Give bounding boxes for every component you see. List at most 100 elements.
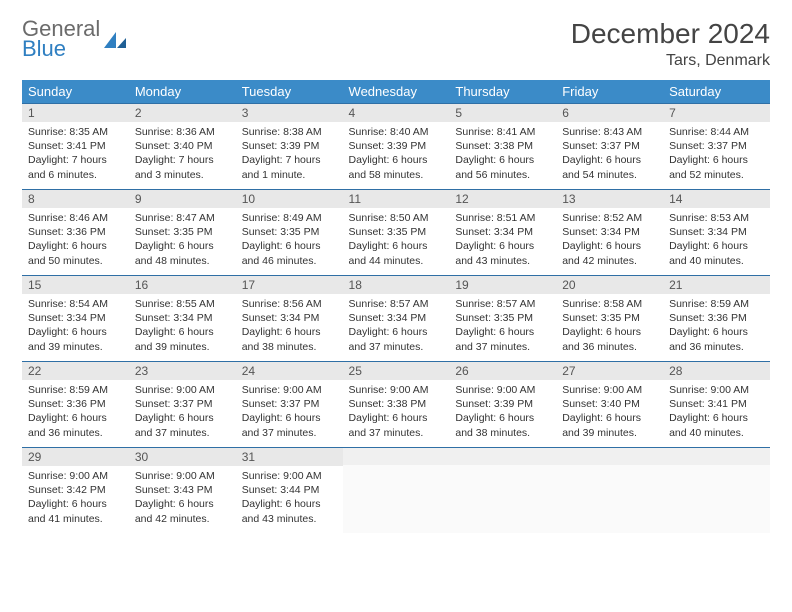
sunrise-text: Sunrise: 8:52 AM xyxy=(562,211,657,225)
daylight-text: Daylight: 6 hours and 42 minutes. xyxy=(135,497,230,525)
day-number: 24 xyxy=(236,361,343,380)
calendar-day-cell: 27Sunrise: 9:00 AMSunset: 3:40 PMDayligh… xyxy=(556,361,663,447)
day-body: Sunrise: 8:38 AMSunset: 3:39 PMDaylight:… xyxy=(236,122,343,188)
sunrise-text: Sunrise: 9:00 AM xyxy=(669,383,764,397)
day-number: 9 xyxy=(129,189,236,208)
calendar-day-cell: 10Sunrise: 8:49 AMSunset: 3:35 PMDayligh… xyxy=(236,189,343,275)
calendar-week-row: 8Sunrise: 8:46 AMSunset: 3:36 PMDaylight… xyxy=(22,189,770,275)
calendar-day-cell: 16Sunrise: 8:55 AMSunset: 3:34 PMDayligh… xyxy=(129,275,236,361)
weekday-header: Thursday xyxy=(449,80,556,103)
daylight-text: Daylight: 6 hours and 39 minutes. xyxy=(135,325,230,353)
calendar-week-row: 15Sunrise: 8:54 AMSunset: 3:34 PMDayligh… xyxy=(22,275,770,361)
calendar-day-cell xyxy=(663,447,770,533)
calendar-day-cell: 11Sunrise: 8:50 AMSunset: 3:35 PMDayligh… xyxy=(343,189,450,275)
sunrise-text: Sunrise: 8:41 AM xyxy=(455,125,550,139)
day-body: Sunrise: 9:00 AMSunset: 3:39 PMDaylight:… xyxy=(449,380,556,446)
sunrise-text: Sunrise: 8:58 AM xyxy=(562,297,657,311)
daylight-text: Daylight: 6 hours and 38 minutes. xyxy=(455,411,550,439)
daylight-text: Daylight: 6 hours and 50 minutes. xyxy=(28,239,123,267)
day-body: Sunrise: 9:00 AMSunset: 3:40 PMDaylight:… xyxy=(556,380,663,446)
logo-sail-icon xyxy=(102,30,128,50)
calendar-day-cell: 5Sunrise: 8:41 AMSunset: 3:38 PMDaylight… xyxy=(449,103,556,189)
calendar-day-cell xyxy=(343,447,450,533)
calendar-day-cell: 8Sunrise: 8:46 AMSunset: 3:36 PMDaylight… xyxy=(22,189,129,275)
sunrise-text: Sunrise: 8:59 AM xyxy=(669,297,764,311)
daylight-text: Daylight: 6 hours and 40 minutes. xyxy=(669,239,764,267)
day-number: 23 xyxy=(129,361,236,380)
sunrise-text: Sunrise: 9:00 AM xyxy=(135,469,230,483)
calendar-day-cell: 26Sunrise: 9:00 AMSunset: 3:39 PMDayligh… xyxy=(449,361,556,447)
sunset-text: Sunset: 3:34 PM xyxy=(349,311,444,325)
calendar-day-cell: 18Sunrise: 8:57 AMSunset: 3:34 PMDayligh… xyxy=(343,275,450,361)
sunset-text: Sunset: 3:40 PM xyxy=(562,397,657,411)
day-body: Sunrise: 8:43 AMSunset: 3:37 PMDaylight:… xyxy=(556,122,663,188)
daylight-text: Daylight: 6 hours and 39 minutes. xyxy=(562,411,657,439)
day-body: Sunrise: 8:56 AMSunset: 3:34 PMDaylight:… xyxy=(236,294,343,360)
day-body: Sunrise: 8:46 AMSunset: 3:36 PMDaylight:… xyxy=(22,208,129,274)
calendar-day-cell: 21Sunrise: 8:59 AMSunset: 3:36 PMDayligh… xyxy=(663,275,770,361)
weekday-header: Monday xyxy=(129,80,236,103)
sunrise-text: Sunrise: 8:46 AM xyxy=(28,211,123,225)
daylight-text: Daylight: 6 hours and 52 minutes. xyxy=(669,153,764,181)
day-number: 3 xyxy=(236,103,343,122)
sunset-text: Sunset: 3:39 PM xyxy=(349,139,444,153)
daylight-text: Daylight: 6 hours and 37 minutes. xyxy=(242,411,337,439)
daylight-text: Daylight: 6 hours and 36 minutes. xyxy=(669,325,764,353)
day-number: 20 xyxy=(556,275,663,294)
calendar-day-cell xyxy=(556,447,663,533)
day-body: Sunrise: 8:57 AMSunset: 3:34 PMDaylight:… xyxy=(343,294,450,360)
day-number: 4 xyxy=(343,103,450,122)
sunrise-text: Sunrise: 9:00 AM xyxy=(349,383,444,397)
daylight-text: Daylight: 6 hours and 37 minutes. xyxy=(455,325,550,353)
sunrise-text: Sunrise: 9:00 AM xyxy=(242,383,337,397)
sunset-text: Sunset: 3:37 PM xyxy=(562,139,657,153)
calendar-day-cell: 20Sunrise: 8:58 AMSunset: 3:35 PMDayligh… xyxy=(556,275,663,361)
day-body: Sunrise: 8:54 AMSunset: 3:34 PMDaylight:… xyxy=(22,294,129,360)
weekday-header: Friday xyxy=(556,80,663,103)
calendar-body: 1Sunrise: 8:35 AMSunset: 3:41 PMDaylight… xyxy=(22,103,770,533)
calendar-day-cell: 7Sunrise: 8:44 AMSunset: 3:37 PMDaylight… xyxy=(663,103,770,189)
calendar-day-cell: 6Sunrise: 8:43 AMSunset: 3:37 PMDaylight… xyxy=(556,103,663,189)
day-body-empty xyxy=(663,465,770,533)
daylight-text: Daylight: 6 hours and 37 minutes. xyxy=(349,411,444,439)
calendar-day-cell: 4Sunrise: 8:40 AMSunset: 3:39 PMDaylight… xyxy=(343,103,450,189)
day-number: 1 xyxy=(22,103,129,122)
day-body: Sunrise: 8:47 AMSunset: 3:35 PMDaylight:… xyxy=(129,208,236,274)
sunrise-text: Sunrise: 8:35 AM xyxy=(28,125,123,139)
calendar-day-cell: 19Sunrise: 8:57 AMSunset: 3:35 PMDayligh… xyxy=(449,275,556,361)
day-number: 15 xyxy=(22,275,129,294)
day-number: 18 xyxy=(343,275,450,294)
calendar-day-cell: 25Sunrise: 9:00 AMSunset: 3:38 PMDayligh… xyxy=(343,361,450,447)
sunrise-text: Sunrise: 8:49 AM xyxy=(242,211,337,225)
day-body: Sunrise: 8:41 AMSunset: 3:38 PMDaylight:… xyxy=(449,122,556,188)
sunset-text: Sunset: 3:38 PM xyxy=(349,397,444,411)
sunrise-text: Sunrise: 8:38 AM xyxy=(242,125,337,139)
sunrise-text: Sunrise: 9:00 AM xyxy=(135,383,230,397)
day-number: 5 xyxy=(449,103,556,122)
calendar-header-row: SundayMondayTuesdayWednesdayThursdayFrid… xyxy=(22,80,770,103)
logo: General Blue xyxy=(22,18,128,60)
day-number: 22 xyxy=(22,361,129,380)
sunrise-text: Sunrise: 8:51 AM xyxy=(455,211,550,225)
daylight-text: Daylight: 6 hours and 42 minutes. xyxy=(562,239,657,267)
calendar-day-cell: 12Sunrise: 8:51 AMSunset: 3:34 PMDayligh… xyxy=(449,189,556,275)
sunrise-text: Sunrise: 9:00 AM xyxy=(562,383,657,397)
day-number: 31 xyxy=(236,447,343,466)
day-number: 19 xyxy=(449,275,556,294)
day-body: Sunrise: 8:50 AMSunset: 3:35 PMDaylight:… xyxy=(343,208,450,274)
calendar-day-cell: 22Sunrise: 8:59 AMSunset: 3:36 PMDayligh… xyxy=(22,361,129,447)
day-number: 10 xyxy=(236,189,343,208)
sunrise-text: Sunrise: 8:40 AM xyxy=(349,125,444,139)
daylight-text: Daylight: 6 hours and 44 minutes. xyxy=(349,239,444,267)
sunrise-text: Sunrise: 8:47 AM xyxy=(135,211,230,225)
day-body: Sunrise: 8:59 AMSunset: 3:36 PMDaylight:… xyxy=(663,294,770,360)
sunrise-text: Sunrise: 8:59 AM xyxy=(28,383,123,397)
sunrise-text: Sunrise: 8:56 AM xyxy=(242,297,337,311)
calendar-day-cell: 29Sunrise: 9:00 AMSunset: 3:42 PMDayligh… xyxy=(22,447,129,533)
day-body: Sunrise: 9:00 AMSunset: 3:41 PMDaylight:… xyxy=(663,380,770,446)
daylight-text: Daylight: 6 hours and 43 minutes. xyxy=(455,239,550,267)
daylight-text: Daylight: 6 hours and 37 minutes. xyxy=(349,325,444,353)
sunset-text: Sunset: 3:36 PM xyxy=(28,397,123,411)
sunset-text: Sunset: 3:35 PM xyxy=(349,225,444,239)
calendar-table: SundayMondayTuesdayWednesdayThursdayFrid… xyxy=(22,80,770,533)
